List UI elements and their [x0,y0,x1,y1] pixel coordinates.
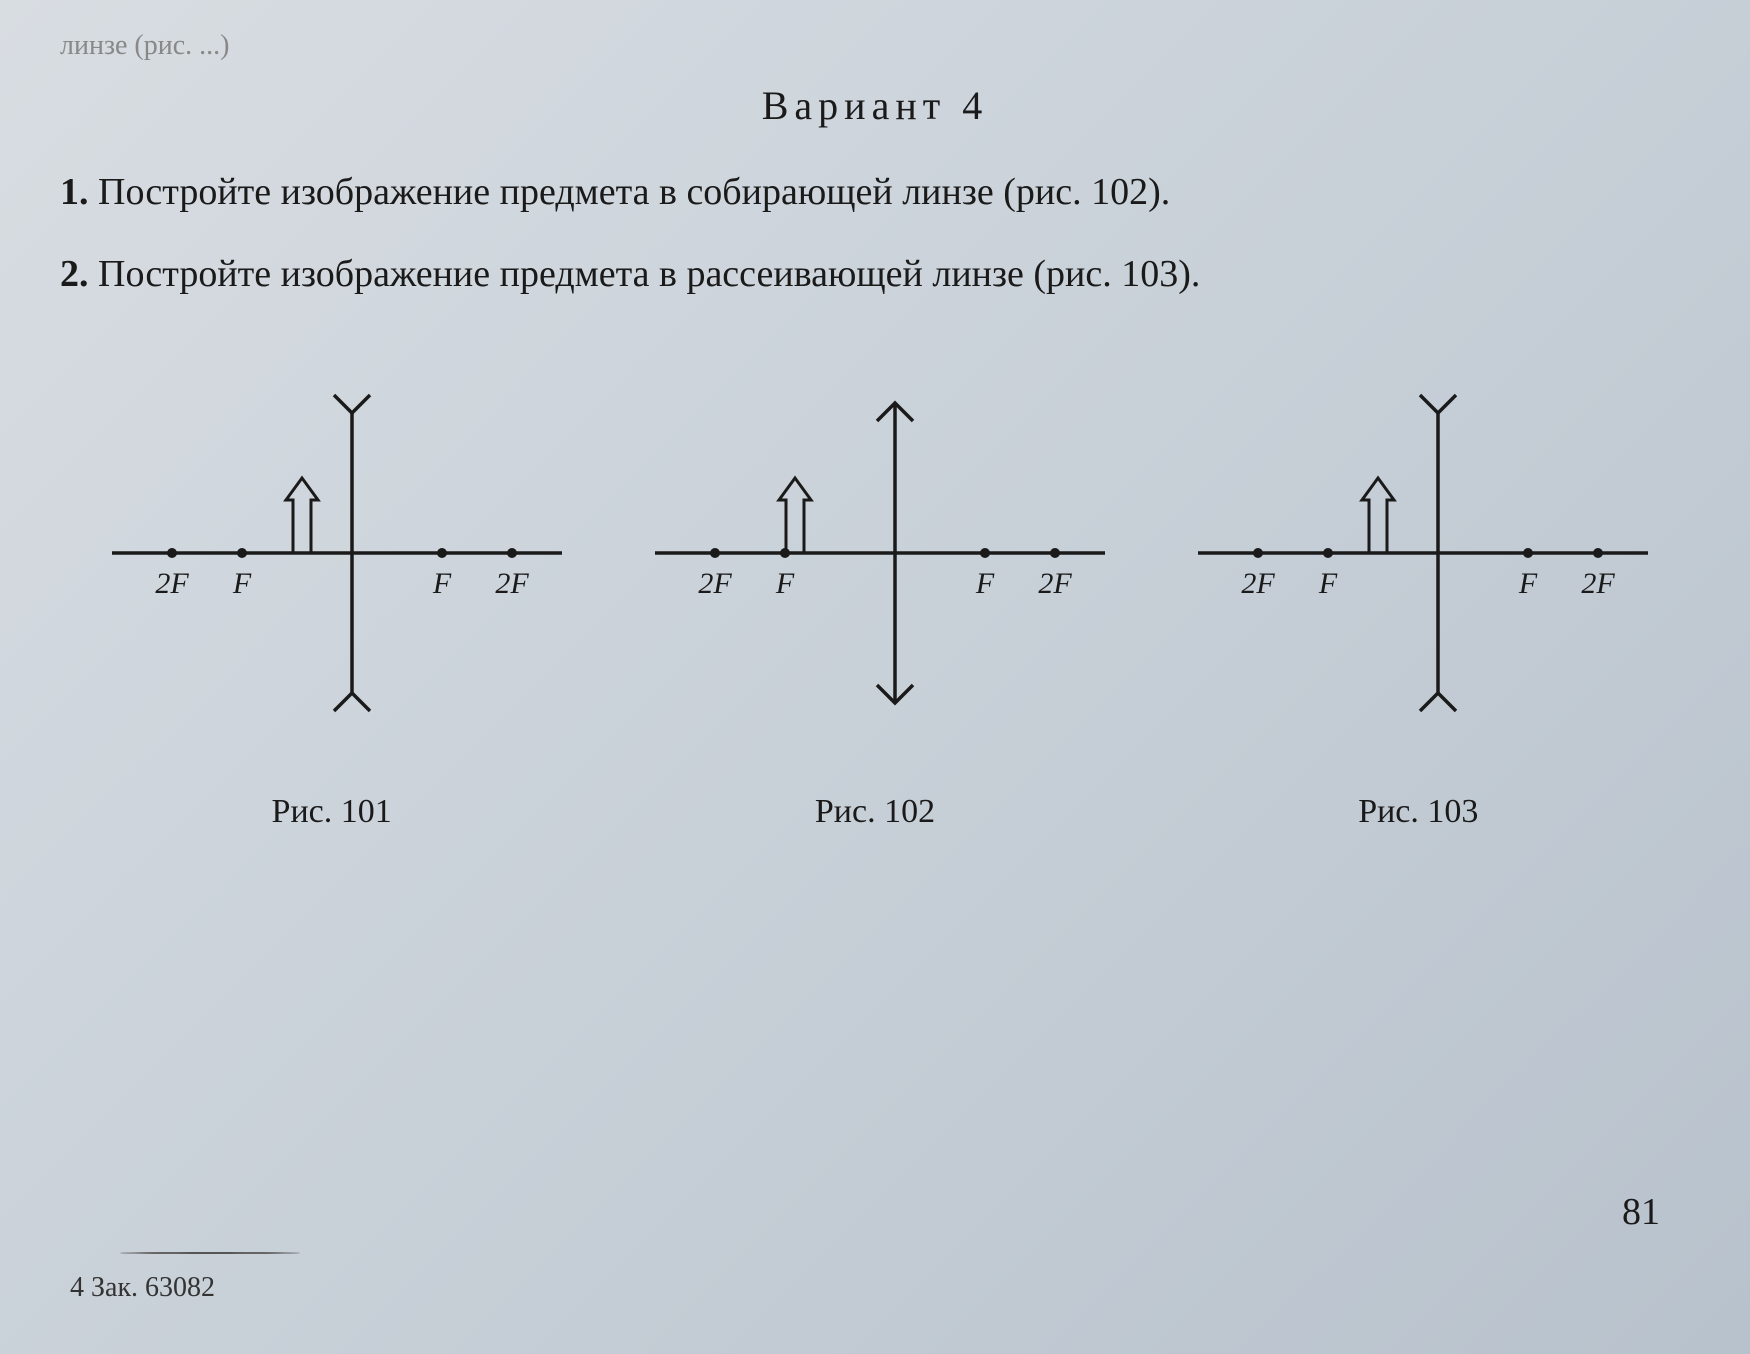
svg-text:2F: 2F [1242,567,1276,600]
svg-text:2F: 2F [155,567,189,600]
svg-text:F: F [231,567,251,600]
diagram-101: 2F F F 2F Рис. 101 [92,363,572,831]
svg-text:F: F [1318,567,1338,600]
diagrams-row: 2F F F 2F Рис. 101 2F F F 2F Рис. 102 2F F F 2F Р… [60,363,1690,831]
problem-1-text: Постройте изображение предмета в собираю… [98,171,1170,213]
diagram-102-svg: 2F F F 2F [635,363,1115,743]
problem-2-text: Постройте изображение предмета в рассеив… [98,253,1200,295]
problem-2: 2. Постройте изображение предмета в расс… [60,246,1690,303]
svg-text:F: F [975,567,995,600]
svg-text:2F: 2F [1582,567,1616,600]
diagram-101-svg: 2F F F 2F [92,363,572,743]
diagram-103: 2F F F 2F Рис. 103 [1178,363,1658,831]
diagram-102-caption: Рис. 102 [815,793,935,831]
diagram-103-caption: Рис. 103 [1358,793,1478,831]
svg-text:F: F [775,567,795,600]
page-number: 81 [1622,1190,1660,1234]
svg-text:2F: 2F [1038,567,1072,600]
problem-1: 1. Постройте изображение предмета в соби… [60,164,1690,221]
svg-text:F: F [431,567,451,600]
diagram-102: 2F F F 2F Рис. 102 [635,363,1115,831]
footer-note: 4 Зак. 63082 [70,1272,215,1304]
diagram-103-svg: 2F F F 2F [1178,363,1658,743]
svg-text:2F: 2F [495,567,529,600]
svg-text:F: F [1518,567,1538,600]
diagram-101-caption: Рис. 101 [272,793,392,831]
footer-decorative-line [120,1252,300,1254]
problem-1-number: 1. [60,171,89,213]
problem-2-number: 2. [60,253,89,295]
variant-title: Вариант 4 [60,82,1690,129]
faded-top-text: линзе (рис. ...) [60,30,1690,62]
svg-text:2F: 2F [698,567,732,600]
